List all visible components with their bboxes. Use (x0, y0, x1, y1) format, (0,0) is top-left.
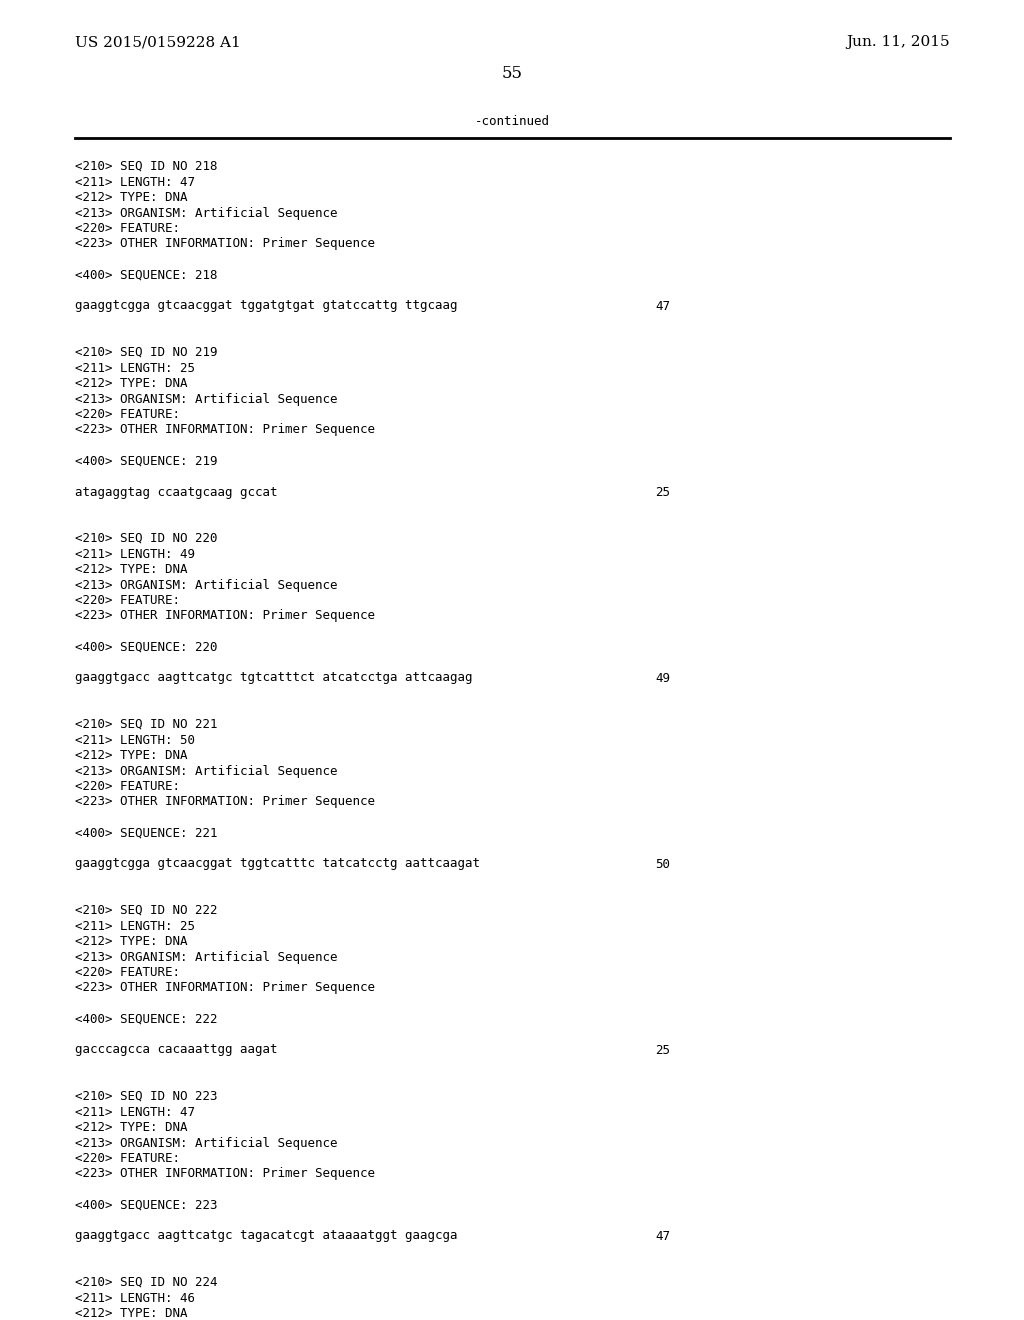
Text: <220> FEATURE:: <220> FEATURE: (75, 594, 180, 607)
Text: <211> LENGTH: 49: <211> LENGTH: 49 (75, 548, 195, 561)
Text: 50: 50 (655, 858, 670, 870)
Text: <223> OTHER INFORMATION: Primer Sequence: <223> OTHER INFORMATION: Primer Sequence (75, 982, 375, 994)
Text: -continued: -continued (474, 115, 550, 128)
Text: gaaggtcgga gtcaacggat tggtcatttc tatcatcctg aattcaagat: gaaggtcgga gtcaacggat tggtcatttc tatcatc… (75, 858, 480, 870)
Text: <220> FEATURE:: <220> FEATURE: (75, 408, 180, 421)
Text: <220> FEATURE:: <220> FEATURE: (75, 780, 180, 793)
Text: <211> LENGTH: 46: <211> LENGTH: 46 (75, 1291, 195, 1304)
Text: <211> LENGTH: 47: <211> LENGTH: 47 (75, 1106, 195, 1118)
Text: <213> ORGANISM: Artificial Sequence: <213> ORGANISM: Artificial Sequence (75, 1137, 338, 1150)
Text: gacccagcca cacaaattgg aagat: gacccagcca cacaaattgg aagat (75, 1044, 278, 1056)
Text: <223> OTHER INFORMATION: Primer Sequence: <223> OTHER INFORMATION: Primer Sequence (75, 424, 375, 437)
Text: <212> TYPE: DNA: <212> TYPE: DNA (75, 378, 187, 389)
Text: <220> FEATURE:: <220> FEATURE: (75, 1152, 180, 1166)
Text: <210> SEQ ID NO 218: <210> SEQ ID NO 218 (75, 160, 217, 173)
Text: <223> OTHER INFORMATION: Primer Sequence: <223> OTHER INFORMATION: Primer Sequence (75, 238, 375, 251)
Text: gaaggtgacc aagttcatgc tgtcatttct atcatcctga attcaagag: gaaggtgacc aagttcatgc tgtcatttct atcatcc… (75, 672, 472, 685)
Text: <211> LENGTH: 25: <211> LENGTH: 25 (75, 362, 195, 375)
Text: <220> FEATURE:: <220> FEATURE: (75, 222, 180, 235)
Text: <213> ORGANISM: Artificial Sequence: <213> ORGANISM: Artificial Sequence (75, 578, 338, 591)
Text: <210> SEQ ID NO 220: <210> SEQ ID NO 220 (75, 532, 217, 545)
Text: <212> TYPE: DNA: <212> TYPE: DNA (75, 1307, 187, 1320)
Text: <213> ORGANISM: Artificial Sequence: <213> ORGANISM: Artificial Sequence (75, 950, 338, 964)
Text: <400> SEQUENCE: 218: <400> SEQUENCE: 218 (75, 268, 217, 281)
Text: <223> OTHER INFORMATION: Primer Sequence: <223> OTHER INFORMATION: Primer Sequence (75, 796, 375, 808)
Text: <212> TYPE: DNA: <212> TYPE: DNA (75, 1121, 187, 1134)
Text: <400> SEQUENCE: 222: <400> SEQUENCE: 222 (75, 1012, 217, 1026)
Text: 25: 25 (655, 1044, 670, 1056)
Text: <210> SEQ ID NO 222: <210> SEQ ID NO 222 (75, 904, 217, 917)
Text: US 2015/0159228 A1: US 2015/0159228 A1 (75, 36, 241, 49)
Text: <213> ORGANISM: Artificial Sequence: <213> ORGANISM: Artificial Sequence (75, 206, 338, 219)
Text: <223> OTHER INFORMATION: Primer Sequence: <223> OTHER INFORMATION: Primer Sequence (75, 610, 375, 623)
Text: <210> SEQ ID NO 224: <210> SEQ ID NO 224 (75, 1276, 217, 1290)
Text: 47: 47 (655, 300, 670, 313)
Text: atagaggtag ccaatgcaag gccat: atagaggtag ccaatgcaag gccat (75, 486, 278, 499)
Text: <211> LENGTH: 25: <211> LENGTH: 25 (75, 920, 195, 932)
Text: gaaggtcgga gtcaacggat tggatgtgat gtatccattg ttgcaag: gaaggtcgga gtcaacggat tggatgtgat gtatcca… (75, 300, 458, 313)
Text: <212> TYPE: DNA: <212> TYPE: DNA (75, 748, 187, 762)
Text: <213> ORGANISM: Artificial Sequence: <213> ORGANISM: Artificial Sequence (75, 764, 338, 777)
Text: <212> TYPE: DNA: <212> TYPE: DNA (75, 935, 187, 948)
Text: 47: 47 (655, 1229, 670, 1242)
Text: Jun. 11, 2015: Jun. 11, 2015 (847, 36, 950, 49)
Text: <400> SEQUENCE: 219: <400> SEQUENCE: 219 (75, 454, 217, 467)
Text: <212> TYPE: DNA: <212> TYPE: DNA (75, 564, 187, 576)
Text: <400> SEQUENCE: 221: <400> SEQUENCE: 221 (75, 826, 217, 840)
Text: 25: 25 (655, 486, 670, 499)
Text: <400> SEQUENCE: 223: <400> SEQUENCE: 223 (75, 1199, 217, 1212)
Text: <223> OTHER INFORMATION: Primer Sequence: <223> OTHER INFORMATION: Primer Sequence (75, 1167, 375, 1180)
Text: <210> SEQ ID NO 219: <210> SEQ ID NO 219 (75, 346, 217, 359)
Text: 55: 55 (502, 65, 522, 82)
Text: gaaggtgacc aagttcatgc tagacatcgt ataaaatggt gaagcga: gaaggtgacc aagttcatgc tagacatcgt ataaaat… (75, 1229, 458, 1242)
Text: <212> TYPE: DNA: <212> TYPE: DNA (75, 191, 187, 205)
Text: <210> SEQ ID NO 223: <210> SEQ ID NO 223 (75, 1090, 217, 1104)
Text: 49: 49 (655, 672, 670, 685)
Text: <220> FEATURE:: <220> FEATURE: (75, 966, 180, 979)
Text: <213> ORGANISM: Artificial Sequence: <213> ORGANISM: Artificial Sequence (75, 392, 338, 405)
Text: <211> LENGTH: 47: <211> LENGTH: 47 (75, 176, 195, 189)
Text: <211> LENGTH: 50: <211> LENGTH: 50 (75, 734, 195, 747)
Text: <210> SEQ ID NO 221: <210> SEQ ID NO 221 (75, 718, 217, 731)
Text: <400> SEQUENCE: 220: <400> SEQUENCE: 220 (75, 640, 217, 653)
